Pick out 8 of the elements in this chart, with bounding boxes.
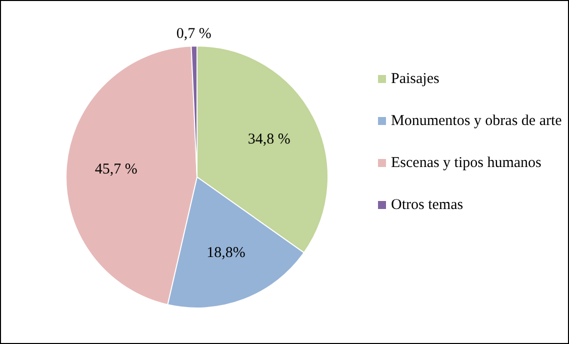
legend-label: Monumentos y obras de arte — [391, 112, 562, 131]
data-label: 0,7 % — [176, 26, 212, 42]
data-label: 18,8% — [206, 244, 246, 261]
legend-label: Paisajes — [391, 70, 440, 89]
data-label: 34,8 % — [248, 132, 290, 148]
data-label: 45,7 % — [94, 162, 138, 178]
legend-label: Otros temas — [391, 196, 464, 215]
legend-label: Escenas y tipos humanos — [391, 154, 542, 173]
